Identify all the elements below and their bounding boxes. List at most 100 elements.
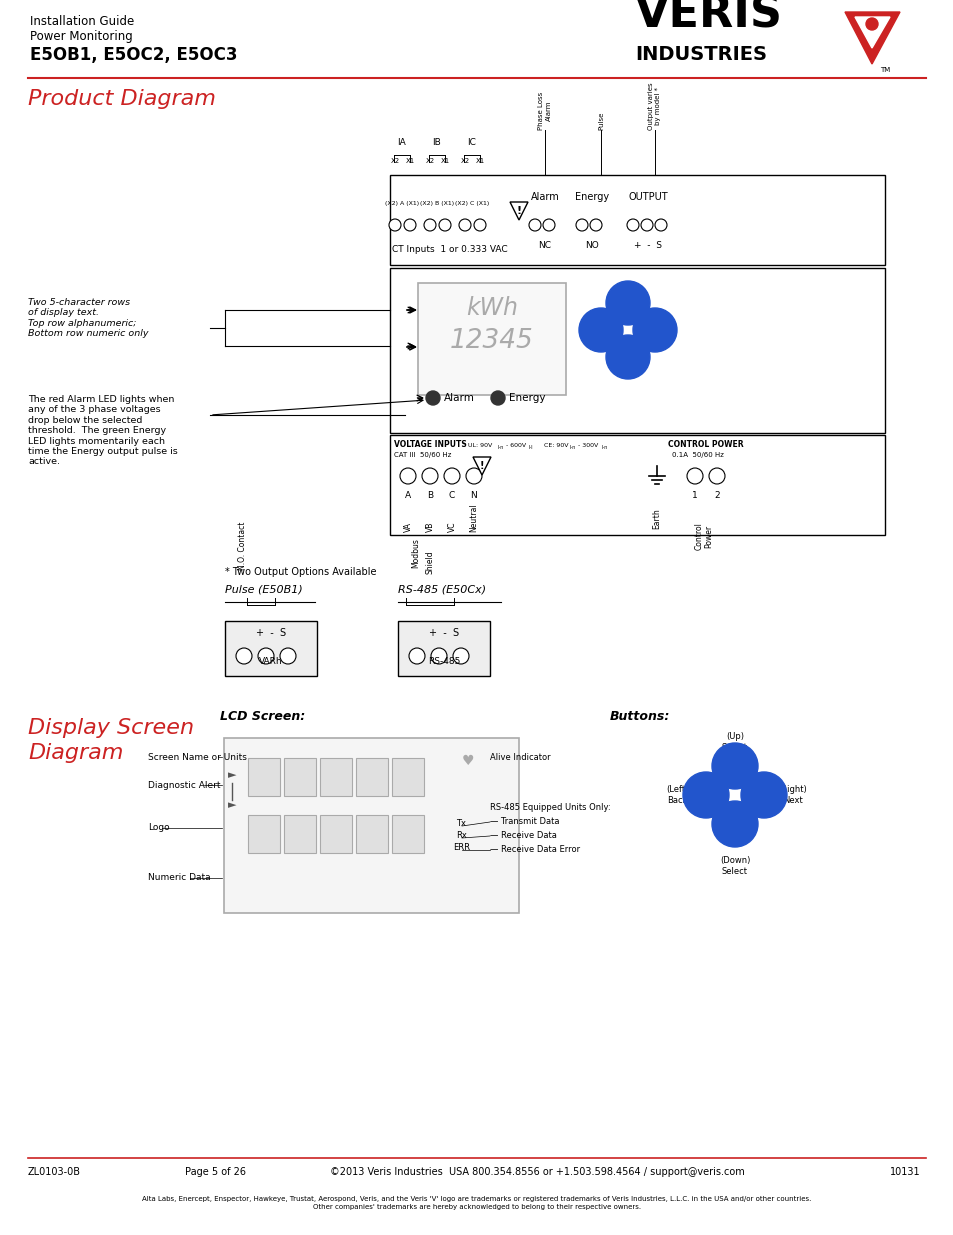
Text: (Left)
Back: (Left) Back: [665, 785, 687, 805]
Text: X1: X1: [475, 158, 484, 164]
Text: Rx: Rx: [456, 831, 466, 840]
Text: CE: 90V: CE: 90V: [539, 443, 568, 448]
Bar: [248, 815, 280, 853]
Circle shape: [655, 219, 666, 231]
Text: N: N: [470, 492, 476, 500]
Circle shape: [711, 743, 758, 789]
Text: — Receive Data Error: — Receive Data Error: [490, 846, 579, 855]
Circle shape: [280, 648, 295, 664]
Circle shape: [605, 282, 649, 325]
Polygon shape: [510, 203, 527, 220]
Text: ♥: ♥: [461, 755, 474, 768]
Text: 10131: 10131: [889, 1167, 920, 1177]
Text: * Two Output Options Available: * Two Output Options Available: [225, 567, 376, 577]
Text: CONTROL POWER: CONTROL POWER: [667, 440, 742, 450]
Text: NO: NO: [584, 241, 598, 249]
Text: (Down)
Select: (Down) Select: [720, 856, 749, 876]
Circle shape: [474, 219, 485, 231]
Text: IA: IA: [397, 138, 406, 147]
Text: l-n: l-n: [569, 445, 576, 450]
Text: Alarm: Alarm: [443, 393, 475, 403]
Text: UL: 90V: UL: 90V: [468, 443, 492, 448]
Text: IB: IB: [432, 138, 441, 147]
Text: 12345: 12345: [450, 329, 534, 354]
Polygon shape: [854, 17, 889, 48]
Text: →: →: [646, 321, 662, 340]
Text: X2: X2: [390, 158, 399, 164]
Circle shape: [491, 391, 504, 405]
Text: +  -  S: + - S: [255, 629, 286, 638]
Bar: [390, 175, 884, 266]
Text: CT Inputs  1 or 0.333 VAC: CT Inputs 1 or 0.333 VAC: [392, 245, 507, 254]
Text: ©2013 Veris Industries  USA 800.354.8556 or +1.503.598.4564 / support@veris.com: ©2013 Veris Industries USA 800.354.8556 …: [330, 1167, 744, 1177]
Text: Pulse (E50B1): Pulse (E50B1): [225, 585, 302, 595]
Circle shape: [465, 468, 481, 484]
Circle shape: [682, 772, 728, 818]
Text: +  -  S: + - S: [634, 241, 661, 249]
Bar: [319, 815, 352, 853]
Bar: [224, 739, 518, 913]
Circle shape: [529, 219, 540, 231]
Text: Logo: Logo: [148, 824, 170, 832]
Text: !: !: [516, 206, 521, 216]
Text: X1: X1: [440, 158, 449, 164]
Text: VC: VC: [447, 521, 456, 532]
Text: kWh: kWh: [465, 296, 517, 320]
Text: l-n: l-n: [601, 445, 608, 450]
Polygon shape: [473, 457, 491, 475]
Text: B: B: [427, 492, 433, 500]
Bar: [319, 758, 352, 797]
Text: ERR: ERR: [453, 844, 470, 852]
Circle shape: [711, 802, 758, 847]
Text: l-l: l-l: [529, 445, 533, 450]
Circle shape: [865, 19, 877, 30]
Text: NC: NC: [537, 241, 551, 249]
Circle shape: [605, 335, 649, 379]
Text: - 300V: - 300V: [578, 443, 598, 448]
Text: LCD Screen:: LCD Screen:: [220, 710, 305, 722]
Text: ►: ►: [228, 769, 236, 781]
Text: ←: ←: [592, 321, 609, 340]
Circle shape: [740, 772, 786, 818]
Text: +  -  S: + - S: [429, 629, 458, 638]
Circle shape: [458, 219, 471, 231]
Circle shape: [708, 468, 724, 484]
Text: +: +: [618, 287, 637, 306]
Text: (Right)
Next: (Right) Next: [778, 785, 806, 805]
Text: INDUSTRIES: INDUSTRIES: [635, 44, 766, 64]
Text: Alta Labs, Enercept, Enspector, Hawkeye, Trustat, Aerospond, Veris, and the Veri: Alta Labs, Enercept, Enspector, Hawkeye,…: [142, 1195, 811, 1210]
Text: A: A: [404, 492, 411, 500]
Circle shape: [576, 219, 587, 231]
Bar: [390, 268, 884, 433]
Text: l-n: l-n: [497, 445, 504, 450]
Bar: [284, 758, 315, 797]
Circle shape: [686, 468, 702, 484]
Text: Numeric Data: Numeric Data: [148, 873, 211, 883]
Text: VERIS: VERIS: [635, 0, 782, 37]
Text: ►: ►: [228, 800, 236, 810]
Text: Energy: Energy: [575, 191, 608, 203]
Circle shape: [399, 468, 416, 484]
Text: Earth: Earth: [652, 509, 660, 529]
Circle shape: [578, 308, 622, 352]
Circle shape: [640, 219, 652, 231]
Bar: [390, 435, 884, 535]
Text: Two 5-character rows
of display text.
Top row alphanumeric;
Bottom row numeric o: Two 5-character rows of display text. To…: [28, 298, 149, 338]
Circle shape: [235, 648, 252, 664]
Text: (X2) B (X1): (X2) B (X1): [419, 201, 454, 206]
Text: TM: TM: [879, 67, 889, 73]
Text: (X2) A (X1): (X2) A (X1): [384, 201, 418, 206]
Text: ZL0103-0B: ZL0103-0B: [28, 1167, 81, 1177]
Bar: [417, 283, 565, 395]
Text: Page 5 of 26: Page 5 of 26: [185, 1167, 246, 1177]
Circle shape: [438, 219, 451, 231]
Text: RS-485 Equipped Units Only:: RS-485 Equipped Units Only:: [490, 804, 610, 813]
Bar: [355, 758, 388, 797]
Text: — Transmit Data: — Transmit Data: [490, 818, 558, 826]
Circle shape: [409, 648, 424, 664]
Text: E5OB1, E5OC2, E5OC3: E5OB1, E5OC2, E5OC3: [30, 46, 237, 64]
Circle shape: [633, 308, 677, 352]
Bar: [284, 815, 315, 853]
Text: VARh: VARh: [259, 657, 282, 666]
Text: (X2) C (X1): (X2) C (X1): [455, 201, 489, 206]
